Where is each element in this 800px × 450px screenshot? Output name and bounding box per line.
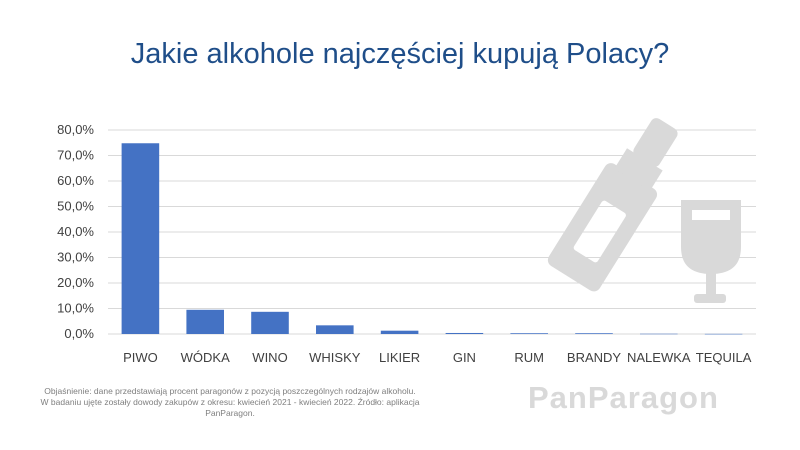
x-tick-label: GIN <box>453 350 476 365</box>
y-tick-label: 20,0% <box>57 275 94 290</box>
x-tick-label: BRANDY <box>567 350 622 365</box>
y-tick-label: 0,0% <box>64 326 94 341</box>
x-tick-label: WHISKY <box>309 350 361 365</box>
bar-brandy <box>575 333 613 334</box>
x-tick-label: PIWO <box>123 350 158 365</box>
x-tick-label: WÓDKA <box>181 350 230 365</box>
brand-watermark: PanParagon <box>528 380 719 415</box>
bar-whisky <box>316 325 354 334</box>
bar-gin <box>445 332 484 334</box>
y-tick-label: 40,0% <box>57 224 94 239</box>
bar-wino <box>251 311 289 334</box>
bar-likier <box>380 330 419 334</box>
x-tick-label: RUM <box>514 350 544 365</box>
bar-tequila <box>704 333 743 335</box>
x-tick-label: NALEWKA <box>627 350 691 365</box>
y-tick-label: 80,0% <box>57 122 94 137</box>
chart-title: Jakie alkohole najczęściej kupują Polacy… <box>130 38 670 70</box>
y-tick-label: 30,0% <box>57 250 94 265</box>
wine-glass-icon <box>681 200 741 303</box>
bar-nalewka <box>640 333 678 335</box>
bar-rum <box>510 333 548 334</box>
x-tick-label: TEQUILA <box>696 350 752 365</box>
x-tick-label: LIKIER <box>379 350 420 365</box>
bar-piwo <box>121 143 160 334</box>
x-tick-label: WINO <box>252 350 287 365</box>
y-tick-label: 70,0% <box>57 148 94 163</box>
y-tick-label: 50,0% <box>57 199 94 214</box>
bar-wódka <box>186 309 224 334</box>
y-tick-label: 10,0% <box>57 301 94 316</box>
y-tick-label: 60,0% <box>57 173 94 188</box>
footnote: Objaśnienie: dane przedstawiają procent … <box>40 386 420 418</box>
